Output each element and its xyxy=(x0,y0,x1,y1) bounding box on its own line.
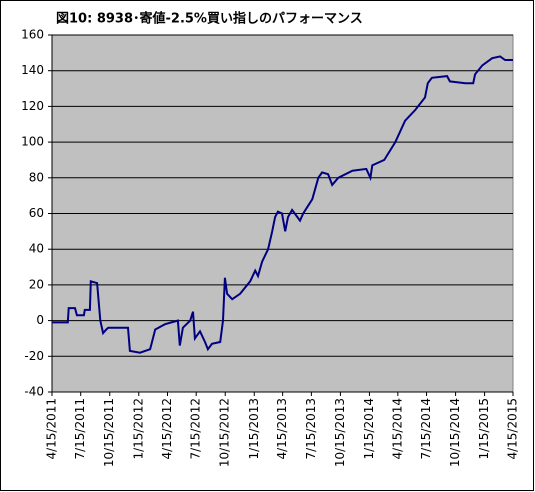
chart-title: 図10: 8938･寄値-2.5%買い指しのパフォーマンス xyxy=(56,11,363,27)
x-tick-label: 1/15/2013 xyxy=(247,398,261,460)
x-tick-label: 10/15/2014 xyxy=(448,398,462,467)
x-tick-label: 10/15/2013 xyxy=(333,398,347,467)
y-tick-label: -20 xyxy=(24,349,44,363)
x-tick-label: 7/15/2012 xyxy=(189,398,203,460)
x-tick-label: 1/15/2015 xyxy=(477,398,491,460)
series-line xyxy=(52,55,513,354)
x-tick-label: 4/15/2012 xyxy=(160,398,174,460)
x-tick-label: 4/15/2015 xyxy=(506,398,520,460)
x-tick-label: 1/15/2012 xyxy=(131,398,145,460)
x-tick-label: 7/15/2013 xyxy=(304,398,318,460)
x-tick-label: 7/15/2011 xyxy=(73,398,87,460)
y-tick-label: 0 xyxy=(36,313,44,327)
y-tick-label: 120 xyxy=(21,99,44,113)
y-tick-label: 20 xyxy=(29,277,44,291)
y-tick-label: 80 xyxy=(29,170,44,184)
y-tick-label: 60 xyxy=(29,206,44,220)
x-tick-label: 4/15/2011 xyxy=(45,398,59,460)
y-tick-label: -40 xyxy=(24,385,44,399)
x-tick-label: 10/15/2011 xyxy=(102,398,116,467)
y-tick-label: 140 xyxy=(21,63,44,77)
x-tick-label: 4/15/2013 xyxy=(275,398,289,460)
y-tick-label: 40 xyxy=(29,242,44,256)
y-tick-label: 160 xyxy=(21,28,44,42)
x-tick-label: 4/15/2014 xyxy=(390,398,404,460)
y-tick-label: 100 xyxy=(21,135,44,149)
x-tick-label: 10/15/2012 xyxy=(218,398,232,467)
x-tick-label: 7/15/2014 xyxy=(419,398,433,460)
x-tick-label: 1/15/2014 xyxy=(362,398,376,460)
